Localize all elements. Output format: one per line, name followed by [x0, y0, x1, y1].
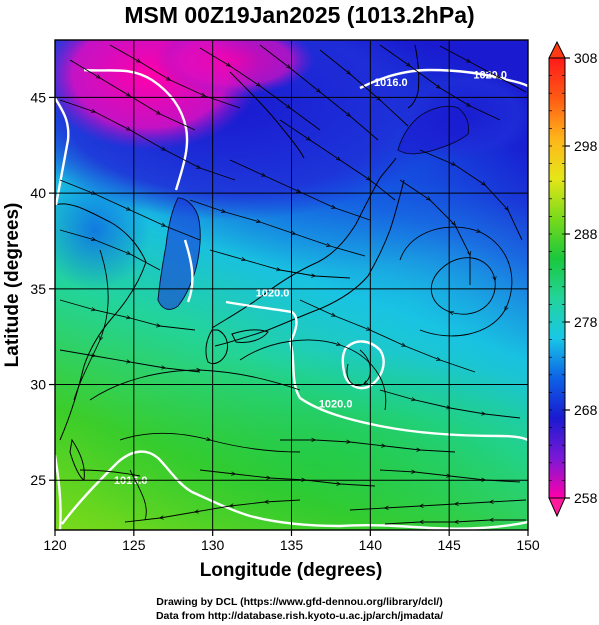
streamline	[73, 249, 109, 401]
streamline	[319, 49, 409, 127]
streamline	[59, 299, 196, 331]
coastline-kyushu	[205, 329, 229, 365]
isobar-label: 1020.0	[256, 287, 290, 299]
isobar-label: 1016.0	[374, 77, 408, 89]
credit-data: Data from http://database.rish.kyoto-u.a…	[155, 610, 444, 622]
isobar-label: 1020.0	[319, 399, 353, 411]
colorbar: 308 298 288 278 268 258	[548, 40, 598, 518]
temperature-field	[55, 40, 528, 530]
streamline	[109, 44, 241, 109]
y-tick-label: 30	[30, 377, 46, 393]
map-title: MSM 00Z19Jan2025 (1013.2hPa)	[124, 2, 475, 28]
colorbar-max-extension	[548, 40, 566, 59]
isobar-label: 1016.0	[114, 475, 148, 487]
y-tick-label: 40	[30, 185, 46, 201]
streamline	[279, 119, 396, 201]
streamline	[209, 249, 351, 279]
colorbar-tick-label: 268	[574, 402, 598, 418]
x-tick-label: 120	[43, 537, 67, 553]
colorbar-min-extension	[548, 497, 566, 518]
coastline-shikoku	[231, 329, 269, 343]
streamline	[379, 389, 521, 419]
streamline	[439, 45, 527, 93]
streamline	[259, 44, 379, 141]
streamlines	[59, 44, 527, 525]
credit-drawing: Drawing by DCL (https://www.gfd-dennou.o…	[156, 596, 443, 608]
land-fill	[158, 106, 469, 310]
x-tick-label: 135	[280, 537, 304, 553]
streamline	[79, 469, 141, 477]
y-axis-ticks: 25 30 35 40 45	[30, 89, 55, 488]
x-axis-label: Longitude (degrees)	[200, 560, 383, 581]
x-tick-label: 130	[201, 537, 225, 553]
streamline	[59, 349, 201, 373]
streamline	[399, 226, 513, 337]
y-tick-label: 25	[30, 472, 46, 488]
colorbar-tick-label: 288	[574, 226, 598, 242]
colorbar-tick-label: 308	[574, 50, 598, 66]
isobar-line	[55, 454, 62, 530]
streamline	[229, 159, 371, 221]
colorbar-tick-label: 278	[574, 314, 598, 330]
coastline-japan-pacific	[214, 179, 405, 347]
streamline	[379, 44, 501, 121]
streamline	[384, 520, 526, 525]
colorbar-body	[548, 57, 566, 499]
x-tick-label: 125	[122, 537, 146, 553]
colorbar-tick-label: 258	[574, 490, 598, 506]
streamline	[59, 179, 201, 241]
isobar-line	[55, 97, 70, 206]
streamline	[119, 432, 301, 453]
lat-lon-grid	[55, 40, 528, 530]
streamline	[419, 149, 523, 241]
streamline	[189, 199, 366, 257]
y-axis-label: Latitude (degrees)	[2, 203, 23, 368]
x-tick-label: 150	[516, 537, 540, 553]
y-tick-label: 45	[30, 89, 46, 105]
streamline	[346, 349, 371, 386]
colorbar-tick-label: 298	[574, 138, 598, 154]
streamline	[129, 469, 147, 521]
streamline	[59, 99, 236, 181]
streamline	[349, 499, 527, 511]
streamline	[199, 469, 376, 487]
isobar-line	[183, 239, 194, 303]
x-tick-label: 145	[437, 537, 461, 553]
y-tick-label: 35	[30, 281, 46, 297]
streamline	[69, 59, 196, 131]
streamline	[280, 440, 456, 453]
x-tick-label: 140	[359, 537, 383, 553]
streamline	[299, 299, 476, 373]
streamline	[59, 229, 161, 271]
x-axis-ticks: 120 125 130 135 140 145 150	[43, 530, 540, 553]
